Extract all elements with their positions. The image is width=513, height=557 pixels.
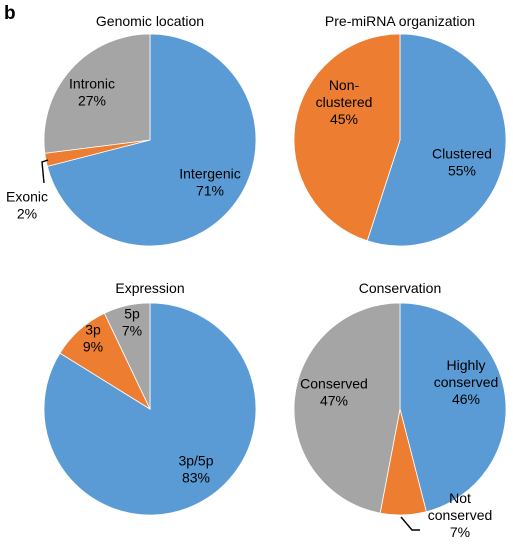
slice-label-highly-conserved: Highly: [447, 357, 486, 373]
slice-value-clustered: 55%: [448, 163, 476, 179]
pie-slice-intronic: [43, 33, 151, 154]
slice-value-non-clustered: 45%: [330, 111, 358, 127]
slice-label-5p: 5p: [124, 306, 140, 322]
pie-slice-5p: [103, 302, 151, 410]
slice-label-not-conserved: Not: [449, 490, 471, 506]
chart-title: Expression: [115, 280, 184, 296]
slice-value-highly-conserved: 46%: [452, 391, 480, 407]
pie-slice-intergenic: [46, 33, 257, 247]
slice-value-intronic: 27%: [78, 93, 106, 109]
chart-title: Conservation: [359, 280, 442, 296]
pie-slice-conserved: [293, 302, 401, 514]
slice-value-exonic: 2%: [17, 206, 37, 222]
chart-title: Genomic location: [96, 13, 204, 29]
pie-chart-conservation: ConservationHighlyconserved46%Notconserv…: [293, 280, 507, 540]
slice-label-highly-conserved: conserved: [434, 374, 499, 390]
pie-slice-3p-5p: [43, 302, 257, 516]
pie-slice-non-clustered: [293, 33, 401, 242]
panel-letter: b: [4, 3, 16, 24]
slice-label-intergenic: Intergenic: [179, 166, 240, 182]
slice-value-conserved: 47%: [320, 393, 348, 409]
leader-line-exonic: [41, 159, 49, 184]
slice-label-non-clustered: clustered: [316, 94, 373, 110]
slice-value-3p-5p: 83%: [182, 470, 210, 486]
chart-title: Pre-miRNA organization: [325, 13, 475, 29]
slice-label-non-clustered: Non-: [329, 77, 360, 93]
slice-label-exonic: Exonic: [6, 189, 48, 205]
slice-value-not-conserved: 7%: [450, 524, 470, 540]
slice-label-3p-5p: 3p/5p: [178, 453, 213, 469]
slice-label-conserved: Conserved: [300, 376, 368, 392]
leader-line-not-conserved: [400, 516, 420, 531]
slice-label-clustered: Clustered: [432, 146, 492, 162]
slice-value-3p: 9%: [83, 339, 103, 355]
slice-value-intergenic: 71%: [196, 183, 224, 199]
slice-value-5p: 7%: [122, 323, 142, 339]
pie-slice-highly-conserved: [399, 302, 507, 513]
slice-label-intronic: Intronic: [69, 76, 115, 92]
slice-label-3p: 3p: [85, 322, 101, 338]
slice-label-not-conserved: conserved: [428, 507, 493, 523]
pie-slice-clustered: [366, 33, 507, 247]
